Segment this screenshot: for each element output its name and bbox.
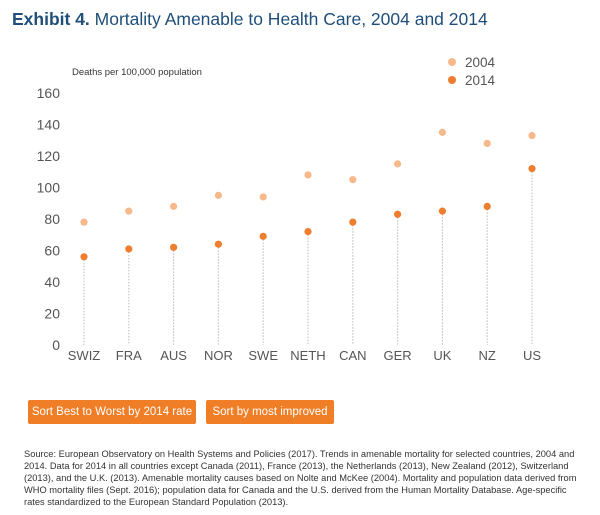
y-tick-label: 120 (37, 148, 61, 164)
dot-plot-chart: Deaths per 100,000 population 0 20 40 60 80 10… (37, 55, 542, 363)
x-tick-label: AUS (160, 348, 187, 363)
y-tick-label: 40 (44, 274, 60, 290)
legend-label-2004: 2004 (465, 55, 496, 70)
y-tick-label: 140 (37, 117, 61, 133)
source-note: Source: European Observatory on Health S… (24, 448, 580, 508)
dot-2004 (349, 176, 357, 184)
x-tick-label: UK (433, 348, 451, 363)
dot-2004 (528, 131, 536, 140)
sort-best-to-worst-button[interactable]: Sort Best to Worst by 2014 rate (28, 400, 196, 424)
x-tick-label: NETH (290, 348, 325, 363)
y-tick-label: 80 (44, 211, 60, 227)
title-text: Mortality Amenable to Health Care, 2004 … (94, 9, 488, 29)
dot-2014 (170, 243, 178, 251)
dot-2014 (394, 210, 402, 218)
chart-title: Exhibit 4. Mortality Amenable to Health … (12, 9, 488, 30)
dot-2014 (80, 253, 88, 261)
dot-2014 (528, 165, 536, 173)
dot-2014 (304, 228, 312, 236)
y-tick-label: 60 (44, 243, 60, 259)
x-tick-label: NOR (204, 348, 233, 363)
x-tick-label: US (523, 348, 541, 363)
dot-2014 (125, 245, 133, 253)
sort-most-improved-button[interactable]: Sort by most improved (206, 400, 334, 424)
x-tick-label: SWIZ (68, 348, 101, 363)
y-tick-label: 100 (37, 180, 61, 196)
legend-marker-2004 (448, 58, 456, 66)
x-tick-label: GER (384, 348, 412, 363)
legend-marker-2014 (448, 76, 456, 84)
source-text: Source: European Observatory on Health S… (24, 449, 577, 507)
dot-2004 (214, 191, 222, 199)
dot-2004 (483, 139, 491, 147)
x-tick-label: FRA (116, 348, 142, 363)
exhibit-number: Exhibit 4. (12, 9, 90, 29)
dot-2004 (259, 193, 267, 201)
y-axis-label: Deaths per 100,000 population (72, 67, 202, 78)
dot-2004 (304, 171, 312, 179)
dot-2014 (214, 240, 222, 248)
dot-2014 (438, 207, 446, 215)
x-tick-label: SWE (248, 348, 278, 363)
dot-2004 (170, 202, 178, 210)
y-tick-label: 0 (52, 337, 60, 353)
dot-2004 (80, 218, 88, 226)
dot-2004 (125, 207, 133, 215)
y-tick-label: 160 (37, 85, 61, 101)
x-tick-label: CAN (339, 348, 366, 363)
dot-2004 (394, 160, 402, 168)
dot-2004 (438, 128, 446, 136)
dot-2014 (259, 232, 267, 240)
y-tick-label: 20 (44, 306, 60, 322)
dot-2014 (349, 218, 357, 226)
legend-label-2014: 2014 (465, 73, 496, 88)
x-tick-label: NZ (479, 348, 496, 363)
dot-2014 (483, 202, 491, 210)
